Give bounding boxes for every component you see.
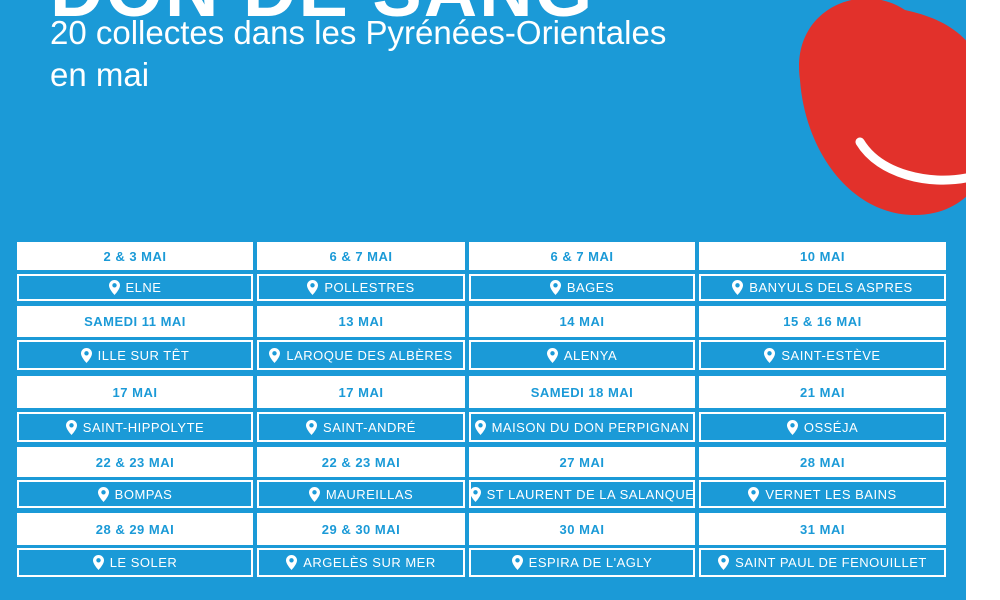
subtitle: en mai <box>50 56 150 93</box>
title: DON DE SANG <box>50 0 594 33</box>
pin-icon <box>92 555 104 570</box>
pin-icon <box>97 486 109 502</box>
subtitle: 20 collectes dans les Pyrénées-Orientale… <box>50 14 667 51</box>
date-cell: 28 MAI <box>699 447 946 477</box>
place-name: SAINT PAUL DE FENOUILLET <box>735 555 927 570</box>
place-name: VERNET LES BAINS <box>765 486 897 502</box>
blood-drop <box>799 0 996 215</box>
place-name: MAUREILLAS <box>325 486 414 502</box>
place-name: SAINT-HIPPOLYTE <box>82 419 205 435</box>
smile <box>855 137 971 185</box>
date-cell: 10 MAI <box>699 242 946 270</box>
pin-icon <box>718 555 730 570</box>
place-name: SAINT-ANDRÉ <box>323 419 416 435</box>
place-cell: VERNET LES BAINS <box>699 480 946 508</box>
pin-icon <box>269 347 281 363</box>
pin-icon <box>748 486 760 502</box>
place-name: LAROQUE DES ALBÈRES <box>286 347 453 363</box>
date-cell: 30 MAI <box>469 513 695 545</box>
place-name: MAISON DU DON PERPIGNAN <box>491 419 690 435</box>
pin-icon <box>474 419 486 435</box>
date-cell: 6 & 7 MAI <box>469 242 695 270</box>
date-cell: 22 & 23 MAI <box>17 447 253 477</box>
place-cell: ESPIRA DE L'AGLY <box>469 548 695 577</box>
pin-icon <box>80 347 92 363</box>
pin-icon <box>546 347 558 363</box>
place-cell: LAROQUE DES ALBÈRES <box>257 340 465 370</box>
place-name: ILLE SUR TÊT <box>97 347 190 363</box>
place-name: OSSÉJA <box>803 419 859 435</box>
place-cell: SAINT PAUL DE FENOUILLET <box>699 548 946 577</box>
place-cell: BAGES <box>469 274 695 301</box>
date-cell: 17 MAI <box>17 376 253 408</box>
date-cell: 2 & 3 MAI <box>17 242 253 270</box>
place-name: POLLESTRES <box>324 280 415 295</box>
date-cell: 31 MAI <box>699 513 946 545</box>
place-cell: SAINT-HIPPOLYTE <box>17 412 253 442</box>
place-name: BANYULS DELS ASPRES <box>749 280 913 295</box>
place-cell: BOMPAS <box>17 480 253 508</box>
place-cell: OSSÉJA <box>699 412 946 442</box>
date-cell: 14 MAI <box>469 306 695 337</box>
pin-icon <box>549 280 561 295</box>
place-name: SAINT-ESTÈVE <box>781 347 881 363</box>
date-cell: 15 & 16 MAI <box>699 306 946 337</box>
place-name: BOMPAS <box>114 486 173 502</box>
place-cell: ST LAURENT DE LA SALANQUE <box>469 480 695 508</box>
pin-icon <box>108 280 120 295</box>
place-cell: LE SOLER <box>17 548 253 577</box>
pin-icon <box>764 347 776 363</box>
pin-icon <box>469 486 481 502</box>
place-cell: MAUREILLAS <box>257 480 465 508</box>
pin-icon <box>732 280 744 295</box>
pin-icon <box>308 486 320 502</box>
date-cell: 17 MAI <box>257 376 465 408</box>
pin-icon <box>306 419 318 435</box>
date-cell: 22 & 23 MAI <box>257 447 465 477</box>
place-cell: POLLESTRES <box>257 274 465 301</box>
place-name: ALENYA <box>563 347 618 363</box>
date-cell: 13 MAI <box>257 306 465 337</box>
place-name: LE SOLER <box>109 555 178 570</box>
date-cell: 28 & 29 MAI <box>17 513 253 545</box>
pin-icon <box>65 419 77 435</box>
place-cell: ALENYA <box>469 340 695 370</box>
pin-icon <box>786 419 798 435</box>
place-cell: ILLE SUR TÊT <box>17 340 253 370</box>
place-cell: MAISON DU DON PERPIGNAN <box>469 412 695 442</box>
place-name: BAGES <box>566 280 615 295</box>
date-cell: SAMEDI 11 MAI <box>17 306 253 337</box>
pin-icon <box>286 555 298 570</box>
place-cell: BANYULS DELS ASPRES <box>699 274 946 301</box>
place-cell: SAINT-ANDRÉ <box>257 412 465 442</box>
date-cell: 27 MAI <box>469 447 695 477</box>
place-name: ESPIRA DE L'AGLY <box>528 555 653 570</box>
place-cell: SAINT-ESTÈVE <box>699 340 946 370</box>
pin-icon <box>307 280 319 295</box>
date-cell: 21 MAI <box>699 376 946 408</box>
date-cell: 6 & 7 MAI <box>257 242 465 270</box>
place-cell: ELNE <box>17 274 253 301</box>
pin-icon <box>511 555 523 570</box>
place-name: ELNE <box>125 280 162 295</box>
date-cell: SAMEDI 18 MAI <box>469 376 695 408</box>
place-name: ST LAURENT DE LA SALANQUE <box>486 486 695 502</box>
white-strip <box>966 0 1000 600</box>
date-cell: 29 & 30 MAI <box>257 513 465 545</box>
place-cell: ARGELÈS SUR MER <box>257 548 465 577</box>
place-name: ARGELÈS SUR MER <box>303 555 436 570</box>
